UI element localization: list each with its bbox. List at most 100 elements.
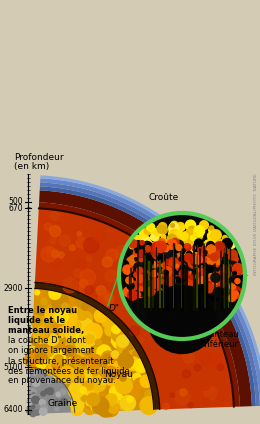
Circle shape xyxy=(62,310,77,326)
Circle shape xyxy=(157,225,165,233)
Circle shape xyxy=(135,288,145,298)
Circle shape xyxy=(133,360,144,371)
Circle shape xyxy=(220,239,230,249)
Circle shape xyxy=(106,350,112,357)
Circle shape xyxy=(145,267,152,275)
Circle shape xyxy=(201,293,211,303)
Text: on ignore largement: on ignore largement xyxy=(8,346,94,355)
Circle shape xyxy=(40,326,50,335)
Circle shape xyxy=(214,266,218,271)
Circle shape xyxy=(188,235,198,245)
Circle shape xyxy=(180,389,187,396)
Circle shape xyxy=(128,290,138,300)
Circle shape xyxy=(135,251,138,253)
Circle shape xyxy=(175,231,182,237)
Circle shape xyxy=(150,243,159,252)
Circle shape xyxy=(221,279,231,289)
Circle shape xyxy=(97,345,111,359)
Circle shape xyxy=(189,275,194,280)
Circle shape xyxy=(139,292,143,296)
Circle shape xyxy=(149,296,162,309)
Circle shape xyxy=(223,246,231,254)
Text: Croûte: Croûte xyxy=(148,193,178,202)
Circle shape xyxy=(170,229,179,238)
Circle shape xyxy=(58,252,64,258)
Circle shape xyxy=(139,338,144,343)
Circle shape xyxy=(179,268,185,274)
Circle shape xyxy=(54,356,63,365)
Circle shape xyxy=(97,351,102,357)
Circle shape xyxy=(123,385,140,401)
Circle shape xyxy=(62,296,75,309)
Circle shape xyxy=(159,223,167,231)
Circle shape xyxy=(54,399,60,406)
Circle shape xyxy=(176,285,181,290)
Circle shape xyxy=(61,389,66,395)
Circle shape xyxy=(86,256,92,262)
Circle shape xyxy=(194,239,203,247)
Circle shape xyxy=(222,247,228,253)
Text: liquide et le: liquide et le xyxy=(8,316,65,325)
Circle shape xyxy=(174,233,183,243)
Circle shape xyxy=(112,376,129,393)
Circle shape xyxy=(134,273,137,276)
Circle shape xyxy=(87,393,100,406)
Circle shape xyxy=(162,263,166,268)
Circle shape xyxy=(117,337,134,354)
Circle shape xyxy=(158,292,161,294)
Text: la couche D", dont: la couche D", dont xyxy=(8,336,86,345)
Circle shape xyxy=(162,267,168,273)
Circle shape xyxy=(42,401,46,404)
Circle shape xyxy=(91,377,106,392)
Circle shape xyxy=(78,393,83,398)
Circle shape xyxy=(214,291,219,296)
Circle shape xyxy=(70,398,84,411)
Circle shape xyxy=(168,256,179,266)
Circle shape xyxy=(69,245,75,251)
Circle shape xyxy=(112,325,120,334)
Circle shape xyxy=(74,277,82,286)
Circle shape xyxy=(183,370,191,378)
Circle shape xyxy=(161,255,169,262)
Circle shape xyxy=(217,273,223,279)
Circle shape xyxy=(155,253,164,261)
Circle shape xyxy=(37,291,45,299)
Circle shape xyxy=(208,234,217,243)
Circle shape xyxy=(142,241,152,252)
Circle shape xyxy=(127,278,136,287)
Circle shape xyxy=(133,235,142,244)
Circle shape xyxy=(173,276,180,283)
Circle shape xyxy=(89,390,95,395)
Polygon shape xyxy=(40,176,260,406)
Circle shape xyxy=(124,363,129,368)
Circle shape xyxy=(31,332,45,346)
Circle shape xyxy=(120,214,244,338)
Circle shape xyxy=(44,373,48,376)
Circle shape xyxy=(105,270,117,282)
Circle shape xyxy=(50,322,67,338)
Circle shape xyxy=(183,283,193,293)
Circle shape xyxy=(59,235,70,246)
Circle shape xyxy=(213,277,223,287)
Circle shape xyxy=(56,364,65,374)
Circle shape xyxy=(152,242,162,252)
Circle shape xyxy=(134,281,141,289)
Circle shape xyxy=(80,367,88,374)
Circle shape xyxy=(200,351,208,359)
Circle shape xyxy=(209,250,214,255)
Text: (en km): (en km) xyxy=(14,162,49,171)
Circle shape xyxy=(162,267,172,276)
Circle shape xyxy=(187,301,200,314)
Text: Profondeur: Profondeur xyxy=(14,153,64,162)
Circle shape xyxy=(61,365,76,379)
Circle shape xyxy=(222,266,229,273)
Circle shape xyxy=(212,278,221,287)
Circle shape xyxy=(165,256,173,264)
Circle shape xyxy=(155,265,161,270)
Circle shape xyxy=(142,236,150,244)
Circle shape xyxy=(58,313,67,322)
Circle shape xyxy=(216,254,222,260)
Circle shape xyxy=(217,393,224,401)
Circle shape xyxy=(150,269,156,275)
Circle shape xyxy=(219,269,230,280)
